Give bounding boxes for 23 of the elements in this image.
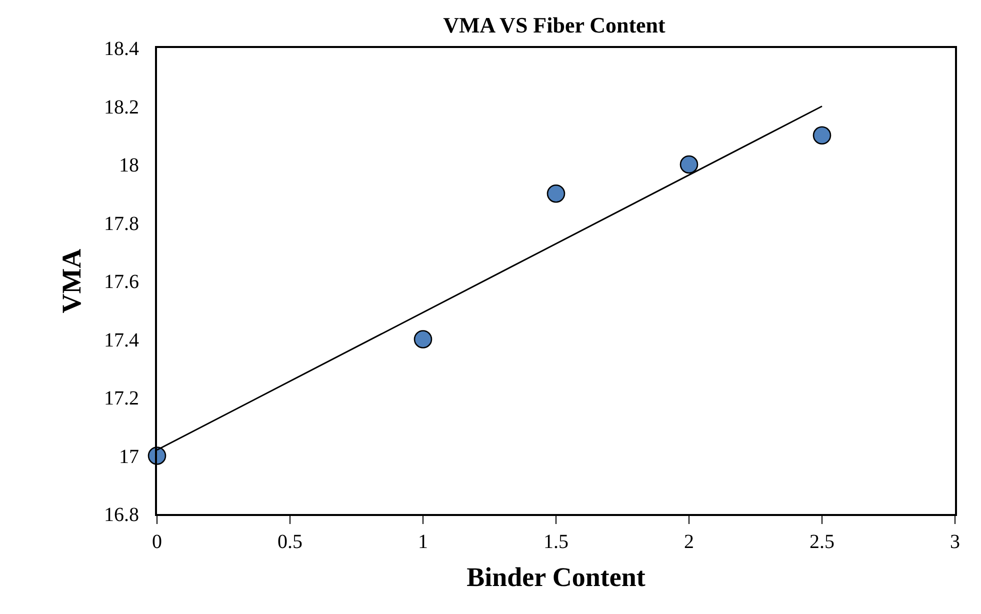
- point: [546, 184, 566, 203]
- point: [680, 155, 698, 174]
- point: [414, 330, 432, 348]
- x-tick-label: 0.5: [278, 531, 302, 553]
- y-tick-label: 17.6: [104, 271, 139, 293]
- x-tick-label: 2: [684, 531, 694, 553]
- chart-title: VMA VS Fiber Content: [443, 12, 666, 38]
- x-tick-label: 2.5: [810, 531, 834, 553]
- y-tick-label: 17.4: [104, 329, 139, 352]
- x-tick-label: 1: [418, 531, 428, 553]
- y-tick-label: 17: [119, 446, 139, 468]
- point: [812, 126, 832, 145]
- y-tick-label: 18.4: [104, 38, 139, 60]
- y-tick-label: 16.8: [104, 504, 139, 526]
- x-tick-label: 0: [152, 531, 162, 553]
- x-tick-label: 1.5: [544, 531, 568, 553]
- y-tick-label: 18.2: [104, 96, 139, 118]
- y-tick-label: 17.2: [104, 388, 139, 410]
- x-axis-title: Binder Content: [466, 562, 646, 592]
- y-axis-title: VMA: [56, 248, 87, 314]
- x-tick-label: 3: [950, 531, 960, 553]
- y-tick-label: 17.8: [104, 212, 139, 235]
- y-tick-label: 18: [119, 154, 139, 176]
